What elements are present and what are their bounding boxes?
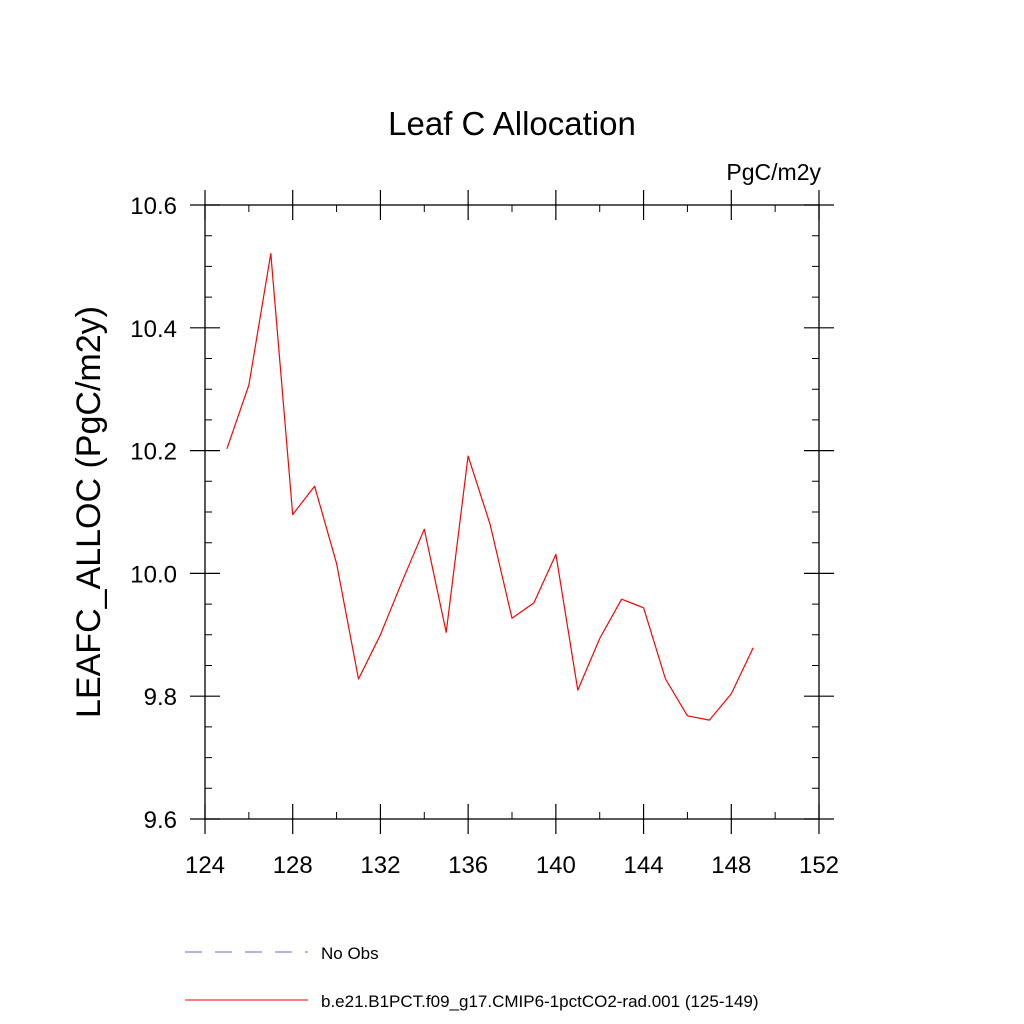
y-tick-label: 10.4: [130, 316, 177, 343]
legend-label-1: b.e21.B1PCT.f09_g17.CMIP6-1pctCO2-rad.00…: [321, 992, 759, 1011]
x-tick-label: 152: [799, 852, 839, 879]
plot-frame: [204, 204, 820, 820]
y-tick-label: 10.0: [130, 561, 177, 588]
axis-ticks: 124 128 132 136 140 144 148 152 9.6 9.8 10.0 10.2 10…: [130, 190, 839, 879]
y-tick-label: 10.6: [130, 193, 177, 220]
series-lines: [226, 252, 754, 721]
x-tick-label: 140: [536, 852, 576, 879]
x-tick-label: 128: [273, 852, 313, 879]
legend-label-0: No Obs: [321, 944, 379, 963]
x-tick-label: 136: [448, 852, 488, 879]
y-tick-label: 10.2: [130, 439, 177, 466]
series-line-1: [226, 252, 754, 721]
x-tick-label: 144: [624, 852, 664, 879]
chart-title: Leaf C Allocation: [388, 105, 636, 142]
x-tick-label: 148: [711, 852, 751, 879]
units-label: PgC/m2y: [726, 159, 821, 185]
y-tick-label: 9.6: [144, 807, 177, 834]
y-tick-label: 9.8: [144, 684, 177, 711]
x-tick-label: 124: [185, 852, 225, 879]
legend: No Obs b.e21.B1PCT.f09_g17.CMIP6-1pctCO2-…: [185, 944, 759, 1011]
y-axis-label: LEAFC_ALLOC (PgC/m2y): [70, 306, 108, 718]
x-tick-label: 132: [360, 852, 400, 879]
